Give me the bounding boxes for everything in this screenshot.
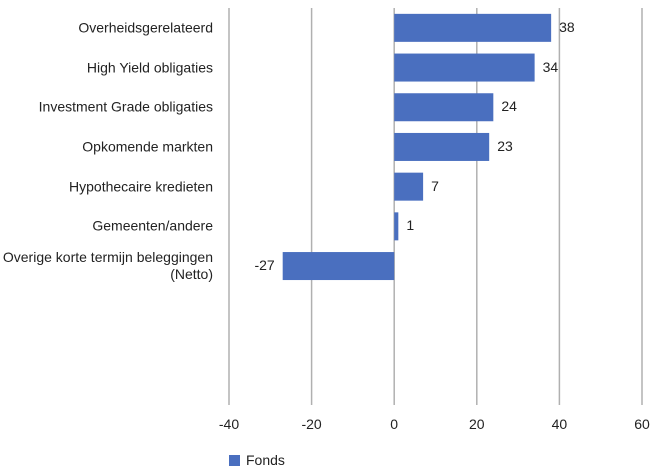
- bar: [394, 93, 494, 122]
- x-tick-label: 0: [390, 416, 399, 432]
- value-label: 24: [501, 98, 517, 115]
- bar: [394, 172, 424, 201]
- bar: [394, 53, 535, 82]
- y-tick-label: High Yield obligaties: [86, 59, 213, 76]
- bar: [394, 132, 490, 161]
- bar: [282, 252, 395, 281]
- y-tick-label: Overige korte termijn beleggingen (Netto…: [2, 249, 213, 283]
- y-tick-label: Hypothecaire kredieten: [69, 178, 213, 195]
- value-label: 7: [431, 177, 439, 194]
- value-label: 38: [559, 18, 575, 35]
- y-tick-label: Overheidsgerelateerd: [78, 19, 213, 36]
- legend-swatch: [229, 455, 240, 466]
- x-tick-label: -20: [301, 416, 322, 432]
- y-tick-label: Opkomende markten: [82, 138, 213, 155]
- x-tick-label: 60: [634, 416, 650, 432]
- y-tick-label: Investment Grade obligaties: [38, 98, 213, 115]
- value-label: 1: [406, 217, 415, 234]
- x-tick-label: 20: [469, 416, 485, 432]
- value-label: 34: [542, 58, 559, 75]
- x-tick-label: 40: [551, 416, 568, 432]
- value-label: -27: [254, 257, 275, 274]
- y-tick-label: Gemeenten/andere: [92, 217, 213, 234]
- x-tick-label: -40: [218, 416, 240, 432]
- legend-label: Fonds: [246, 452, 285, 468]
- bar: [394, 13, 552, 42]
- bar: [394, 212, 399, 241]
- value-label: 23: [497, 137, 513, 154]
